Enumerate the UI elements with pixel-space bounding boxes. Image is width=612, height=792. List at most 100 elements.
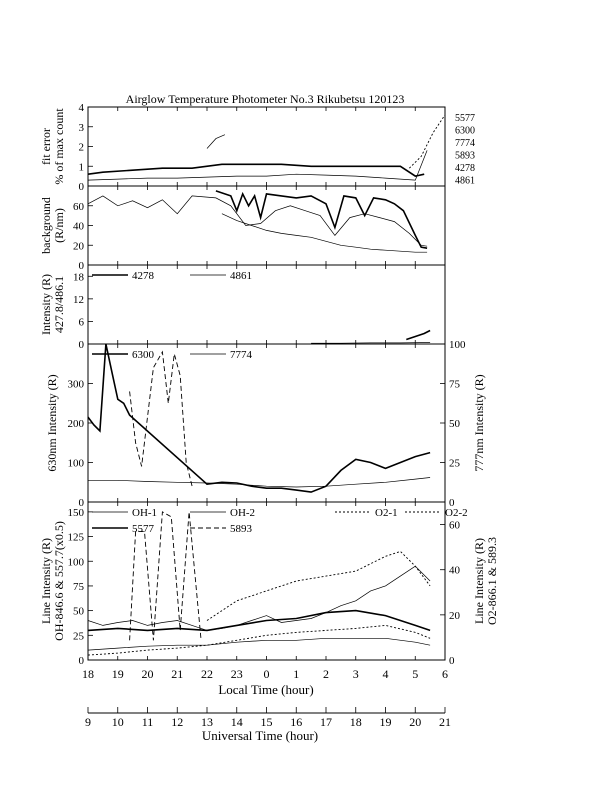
series-7774 xyxy=(88,477,431,488)
x-tick-label: 5 xyxy=(412,667,418,681)
series-OH-2 xyxy=(87,637,431,651)
series-bg-mid xyxy=(87,195,428,247)
right-label-5577: 5577 xyxy=(455,113,475,124)
x-tick-label: 1 xyxy=(293,667,299,681)
y-axis-right-label: 777nm Intensity (R) xyxy=(472,374,486,471)
utc-tick-label: 21 xyxy=(439,715,451,729)
utc-tick-label: 9 xyxy=(85,715,91,729)
series-6300 xyxy=(87,343,431,493)
y-axis-label: 427.8/486.1 xyxy=(52,276,66,333)
series-6300 xyxy=(206,134,226,149)
y-axis-label: OH-846.6 & 557.7(x0.5) xyxy=(52,521,66,641)
y-right-tick-label: 60 xyxy=(449,520,461,532)
utc-tick-label: 16 xyxy=(290,715,302,729)
series-5577 xyxy=(87,609,431,632)
y-tick-label: 40 xyxy=(73,221,85,233)
y-tick-label: 300 xyxy=(68,379,85,391)
utc-tick-label: 20 xyxy=(409,715,421,729)
utc-tick-label: 19 xyxy=(380,715,392,729)
panel-frame xyxy=(87,106,446,187)
panel-frame xyxy=(87,343,446,503)
series-OH-1 xyxy=(87,565,431,631)
x-tick-label: 4 xyxy=(383,667,389,681)
y-tick-label: 60 xyxy=(73,201,85,213)
legend-label: 5577 xyxy=(132,523,155,535)
panel-intensity-427-486: 0 6 12 18 Intensity (R) 427.8/486.1 4278 4861 xyxy=(39,264,446,351)
series-4278 xyxy=(406,329,431,341)
x-tick-label: 2 xyxy=(323,667,329,681)
y-axis-label: Line Intensity (R) xyxy=(39,538,53,624)
y-tick-label: 100 xyxy=(68,458,85,470)
x-tick-label: 3 xyxy=(353,667,359,681)
legend-label: OH-2 xyxy=(230,507,255,519)
series-6300-dashed xyxy=(129,350,193,487)
panel-background: 0 20 40 60 background (R/nm) xyxy=(39,185,446,272)
x-tick-label: 0 xyxy=(264,667,270,681)
legend-label: 4278 xyxy=(132,270,155,282)
panel-630-777: 0 100 200 300 0 25 50 75 100 630nm Intensity (R) 7… xyxy=(45,339,486,509)
utc-tick-label: 13 xyxy=(201,715,213,729)
y-tick-label: 0 xyxy=(79,497,85,509)
x-axis-label: Local Time (hour) xyxy=(218,682,313,697)
x-tick-label: 19 xyxy=(112,667,124,681)
y-axis-label: 630nm Intensity (R) xyxy=(45,374,59,471)
y-tick-label: 100 xyxy=(68,556,85,568)
utc-tick-label: 18 xyxy=(350,715,362,729)
right-label-7774: 7774 xyxy=(455,138,475,149)
legend-label: OH-1 xyxy=(132,507,157,519)
right-label-4861: 4861 xyxy=(455,176,475,187)
y-right-tick-label: 20 xyxy=(449,610,461,622)
y-axis-label: % of max count xyxy=(52,108,66,185)
y-tick-label: 0 xyxy=(79,655,85,667)
x-tick-label: 22 xyxy=(201,667,213,681)
y-right-tick-label: 0 xyxy=(449,497,455,509)
y-tick-label: 150 xyxy=(68,507,85,519)
y-tick-label: 3 xyxy=(79,122,85,134)
y-right-tick-label: 25 xyxy=(449,458,461,470)
y-tick-label: 18 xyxy=(73,271,85,283)
y-tick-label: 12 xyxy=(73,294,84,306)
legend-label: O2-2 xyxy=(445,507,468,519)
legend-label: O2-1 xyxy=(375,507,398,519)
x-tick-label: 18 xyxy=(82,667,94,681)
utc-tick-label: 15 xyxy=(261,715,273,729)
utc-axis-label: Universal Time (hour) xyxy=(202,728,318,743)
y-right-tick-label: 50 xyxy=(449,418,461,430)
legend-label: 7774 xyxy=(230,349,253,361)
legend-label: 4861 xyxy=(230,270,252,282)
y-tick-label: 50 xyxy=(73,606,85,618)
series-4861 xyxy=(311,342,431,344)
series-7774 xyxy=(408,114,446,169)
right-label-4278: 4278 xyxy=(455,163,475,174)
series-5893 xyxy=(129,511,202,641)
y-axis-right-label: O2-866.1 & 589.3 xyxy=(485,537,499,625)
utc-tick-label: 11 xyxy=(142,715,154,729)
series-O2-1 xyxy=(206,550,431,621)
y-right-tick-label: 100 xyxy=(449,339,466,351)
x-tick-label: 6 xyxy=(442,667,448,681)
x-tick-label: 21 xyxy=(171,667,183,681)
panel-fit-error: 0 1 2 3 4 fit error% of max count 5577 63007774… xyxy=(39,102,475,193)
right-label-6300: 6300 xyxy=(455,126,475,137)
series-5577 xyxy=(87,163,425,177)
y-tick-label: 125 xyxy=(68,532,85,544)
y-tick-label: 2 xyxy=(79,142,85,154)
utc-tick-label: 14 xyxy=(231,715,243,729)
y-tick-label: 0 xyxy=(79,339,85,351)
utc-tick-label: 10 xyxy=(112,715,124,729)
legend-label: 5893 xyxy=(230,523,253,535)
y-axis-label: background xyxy=(39,197,53,254)
y-tick-label: 4 xyxy=(79,102,85,114)
y-tick-label: 20 xyxy=(73,240,85,252)
y-tick-label: 0 xyxy=(79,260,85,272)
y-tick-label: 6 xyxy=(79,316,85,328)
y-axis-label: fit error xyxy=(39,128,53,165)
y-tick-label: 25 xyxy=(73,630,85,642)
y-right-tick-label: 40 xyxy=(449,565,461,577)
y-axis-right-label: Line Intensity (R) xyxy=(472,538,486,624)
series-4278 xyxy=(87,150,428,181)
y-axis-label: (R/nm) xyxy=(52,208,66,243)
